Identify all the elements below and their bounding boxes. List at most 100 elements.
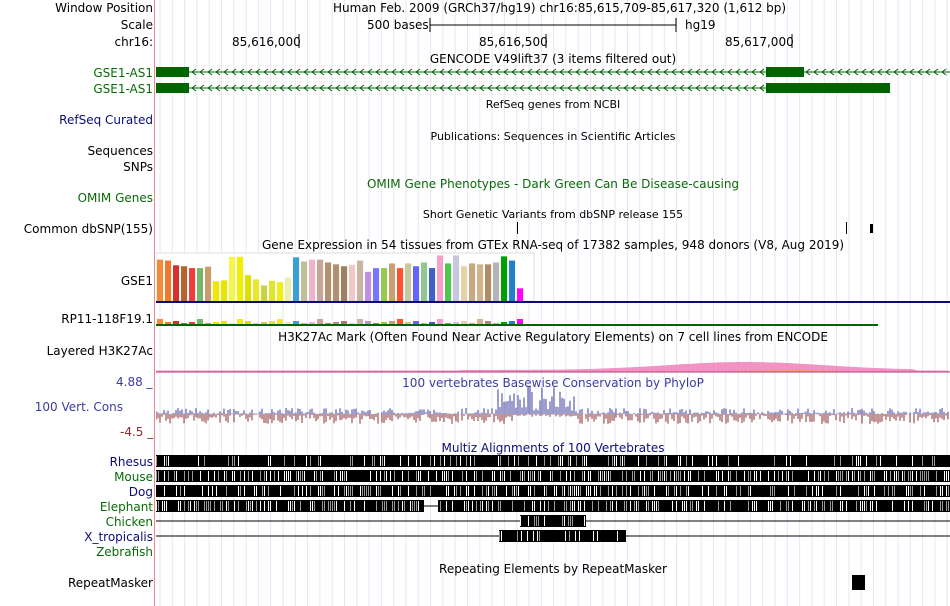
strand-arrow: [231, 84, 237, 92]
alignment-gap: [226, 486, 227, 496]
alignment-gap: [164, 486, 165, 496]
alignment-gap: [932, 456, 933, 466]
alignment-gap: [496, 486, 497, 496]
alignment-gap: [872, 501, 873, 511]
gtex-tissue-bar-2: [213, 322, 219, 324]
strand-arrow: [575, 84, 581, 92]
alignment-gap: [772, 501, 773, 511]
alignment-gap: [220, 501, 221, 511]
gencode-track-title: GENCODE V49lift37 (3 items filtered out): [429, 52, 677, 66]
alignment-gap: [868, 486, 869, 496]
gencode-item-label[interactable]: GSE1-AS1: [93, 66, 153, 80]
alignment-gap: [724, 486, 725, 496]
refseq-track-label[interactable]: RefSeq Curated: [59, 113, 153, 127]
gtex-tissue-bar: [245, 275, 252, 301]
strand-arrow: [711, 68, 717, 76]
alignment-gap: [280, 486, 281, 496]
strand-arrow: [191, 68, 197, 76]
alignment-gap: [574, 471, 575, 481]
multiz-species-label[interactable]: X_tropicalis: [84, 530, 153, 544]
alignment-gap: [168, 456, 169, 466]
strand-arrow: [631, 68, 637, 76]
alignment-gap: [422, 486, 423, 496]
dbsnp-variant-marks[interactable]: [156, 221, 950, 236]
alignment-gap: [854, 471, 855, 481]
gtex-tissue-bar: [293, 257, 300, 301]
alignment-gap: [420, 456, 421, 466]
alignment-gap: [838, 471, 839, 481]
alignment-gap: [234, 501, 235, 511]
dbsnp-track-label[interactable]: Common dbSNP(155): [23, 222, 153, 236]
alignment-gap: [564, 516, 565, 526]
gtex-tissue-bar-2: [285, 322, 291, 324]
gtex-gene-label[interactable]: GSE1: [120, 274, 153, 288]
gtex-tissue-bar-2: [221, 321, 227, 324]
alignment-gap: [680, 486, 681, 496]
multiz-species-label[interactable]: Rhesus: [109, 455, 153, 469]
alignment-gap: [204, 456, 205, 466]
alignment-gap: [376, 486, 377, 496]
strand-arrow: [255, 84, 261, 92]
alignment-gap: [588, 471, 589, 481]
gtex-expression-bars-2[interactable]: [156, 316, 950, 328]
alignment-gap: [756, 501, 757, 511]
alignment-gap: [940, 486, 941, 496]
alignment-gap: [934, 456, 935, 466]
publications-label-sequences[interactable]: Sequences: [87, 144, 153, 158]
strand-arrow: [567, 84, 573, 92]
publications-label-snps[interactable]: SNPs: [123, 160, 153, 174]
alignment-gap: [446, 486, 447, 496]
phylop-conservation-plot[interactable]: [156, 384, 950, 438]
strand-arrow: [551, 84, 557, 92]
repeatmasker-track-label[interactable]: RepeatMasker: [67, 576, 153, 590]
alignment-gap: [814, 471, 815, 481]
h3k27ac-signal[interactable]: [156, 356, 950, 374]
gencode-gene-models[interactable]: [156, 64, 950, 98]
alignment-gap: [346, 486, 347, 496]
omim-track-label[interactable]: OMIM Genes: [77, 191, 153, 205]
alignment-gap: [521, 531, 522, 541]
gtex-tissue-bar-2: [381, 322, 387, 324]
scale-label: Scale: [120, 18, 153, 32]
h3k27ac-track-label[interactable]: Layered H3K27Ac: [46, 344, 153, 358]
alignment-gap: [754, 471, 755, 481]
gtex-tissue-bar: [237, 256, 244, 301]
alignment-gap: [786, 501, 787, 511]
strand-arrow: [455, 68, 461, 76]
gtex-tissue-bar-2: [397, 319, 403, 324]
strand-arrow: [271, 68, 277, 76]
gtex-tissue-bar-2: [309, 322, 315, 324]
strand-arrow: [671, 68, 677, 76]
alignment-gap: [896, 456, 897, 466]
multiz-species-label[interactable]: Chicken: [105, 515, 153, 529]
gtex-tissue-bar-2: [389, 321, 395, 324]
alignment-gap: [288, 471, 289, 481]
strand-arrow: [735, 68, 741, 76]
gtex-expression-bars[interactable]: [156, 252, 950, 308]
repeatmasker-elements[interactable]: [156, 574, 950, 592]
multiz-species-label[interactable]: Zebrafish: [96, 545, 153, 559]
alignment-gap: [196, 501, 197, 511]
strand-arrow: [303, 84, 309, 92]
multiz-alignment-blocks[interactable]: [156, 455, 950, 560]
phylop-track-label[interactable]: 100 Vert. Cons: [34, 400, 123, 414]
strand-arrow: [759, 68, 765, 76]
multiz-species-label[interactable]: Dog: [128, 485, 153, 499]
gtex-tissue-bar: [501, 256, 508, 301]
strand-arrow: [367, 68, 373, 76]
strand-arrow: [655, 68, 661, 76]
multiz-species-label[interactable]: Elephant: [99, 500, 153, 514]
gtex-gene-label-2[interactable]: RP11-118F19.1: [61, 312, 153, 326]
alignment-gap: [858, 471, 859, 481]
alignment-gap: [544, 456, 545, 466]
alignment-gap: [870, 501, 871, 511]
strand-arrow: [695, 68, 701, 76]
repeat-element: [852, 575, 865, 590]
gtex-tissue-bar: [301, 261, 308, 301]
strand-arrow: [535, 84, 541, 92]
multiz-species-label[interactable]: Mouse: [114, 470, 153, 484]
alignment-gap: [200, 471, 201, 481]
gencode-item-label[interactable]: GSE1-AS1: [93, 82, 153, 96]
alignment-gap: [524, 501, 525, 511]
